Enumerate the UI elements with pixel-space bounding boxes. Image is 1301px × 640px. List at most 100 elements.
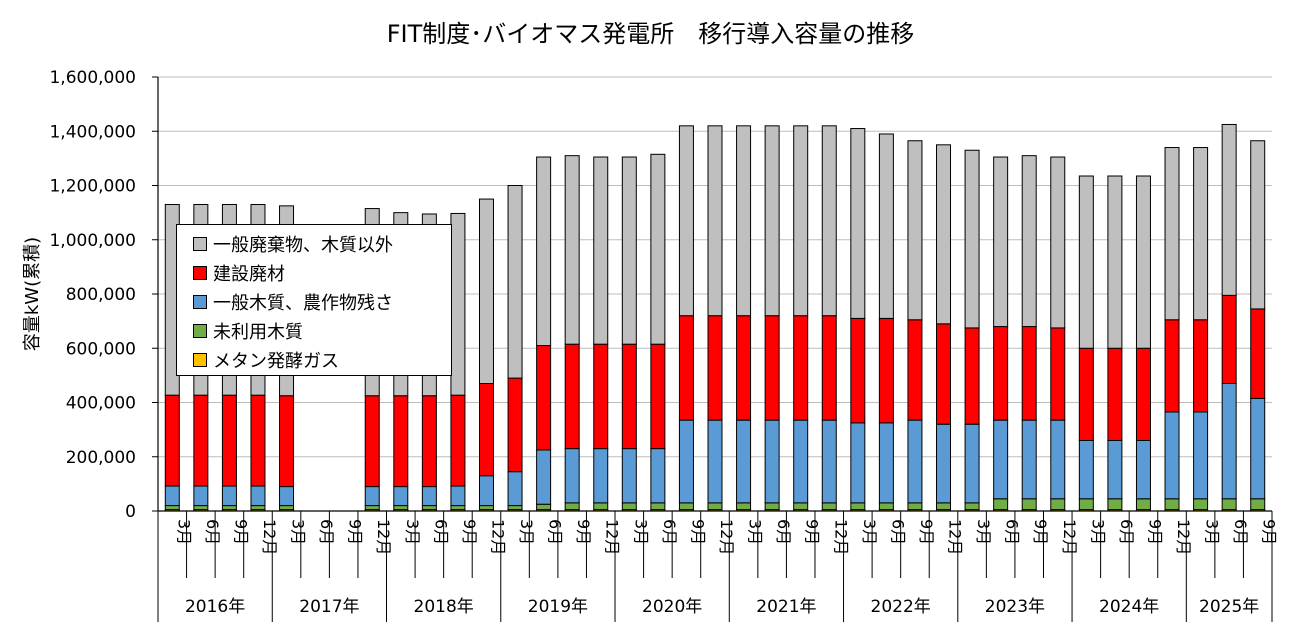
bar-segment — [736, 502, 752, 511]
y-tick-label: 400,000 — [66, 394, 136, 414]
x-tick-label: 9月 — [803, 519, 822, 545]
year-label: 2020年 — [642, 597, 702, 617]
x-tick-label: 3月 — [174, 519, 193, 545]
bar-segment — [878, 317, 894, 424]
bar-segment — [536, 156, 552, 347]
legend-label: 未利用木質 — [213, 321, 303, 343]
bar-segment — [821, 502, 837, 511]
bar-segment — [650, 343, 666, 450]
x-tick-label: 6月 — [774, 519, 793, 545]
bar-segment — [793, 502, 809, 511]
bar-segment — [1021, 498, 1037, 511]
bar-segment — [364, 486, 380, 507]
bar-segment — [993, 498, 1009, 511]
bar-segment — [221, 505, 237, 511]
bar-segment — [507, 377, 523, 473]
bar-segment — [279, 395, 295, 488]
y-tick-label: 800,000 — [66, 285, 136, 305]
legend-item: 一般木質、農作物残さ — [193, 287, 451, 316]
bar-segment — [678, 419, 694, 504]
bar-segment — [193, 505, 209, 511]
bar-segment — [907, 319, 923, 421]
bar-segment — [707, 125, 723, 317]
bar-segment — [1021, 155, 1037, 328]
bar-segment — [478, 505, 494, 511]
bar-segment — [250, 394, 266, 487]
bar-segment — [450, 505, 466, 511]
bar-segment — [821, 125, 837, 317]
bar-segment — [878, 502, 894, 511]
legend-item: 建設廃材 — [193, 258, 451, 287]
bar-segment — [1193, 411, 1209, 500]
x-tick-label: 12月 — [717, 519, 736, 555]
bar-segment — [507, 505, 523, 511]
x-tick-label: 9月 — [574, 519, 593, 545]
bar-segment — [193, 394, 209, 487]
bar-segment — [250, 485, 266, 507]
bar-segment — [393, 505, 409, 511]
bar-segment — [1164, 319, 1180, 413]
bar-segment — [678, 125, 694, 317]
bar-segment — [1250, 140, 1266, 310]
bar-segment — [536, 449, 552, 505]
bar-segment — [1221, 294, 1237, 385]
legend-label: 建設廃材 — [213, 263, 285, 285]
bar-segment — [850, 128, 866, 319]
bar-segment — [1107, 439, 1123, 500]
bar-segment — [421, 505, 437, 511]
legend-label: 一般廃棄物、木質以外 — [213, 234, 393, 256]
bar-segment — [621, 448, 637, 504]
x-tick-label: 9月 — [1031, 519, 1050, 545]
bar-segment — [878, 422, 894, 504]
bar-segment — [193, 485, 209, 507]
bar-segment — [736, 419, 752, 504]
bar-segment — [450, 212, 466, 396]
x-tick-label: 12月 — [831, 519, 850, 555]
year-label: 2025年 — [1199, 597, 1259, 617]
bar-segment — [793, 419, 809, 504]
bar-segment — [450, 485, 466, 507]
chart-legend: 一般廃棄物、木質以外 建設廃材 一般木質、農作物残さ 未利用木質 メタン発酵ガス — [176, 224, 452, 376]
bar-segment — [450, 394, 466, 487]
bar-segment — [850, 502, 866, 511]
bar-segment — [478, 383, 494, 477]
year-label: 2018年 — [414, 597, 474, 617]
bar-segment — [593, 502, 609, 511]
bar-segment — [621, 156, 637, 345]
bar-segment — [650, 448, 666, 504]
bar-segment — [593, 343, 609, 450]
x-tick-label: 6月 — [888, 519, 907, 545]
x-tick-label: 6月 — [317, 519, 336, 545]
x-tick-label: 12月 — [1060, 519, 1079, 555]
bar-segment — [764, 419, 780, 504]
bar-segment — [936, 144, 952, 325]
bar-segment — [678, 315, 694, 421]
x-tick-label: 6月 — [660, 519, 679, 545]
legend-item: 未利用木質 — [193, 316, 451, 345]
bar-segment — [707, 502, 723, 511]
bar-segment — [850, 317, 866, 424]
bar-segment — [279, 486, 295, 507]
x-tick-label: 3月 — [974, 519, 993, 545]
legend-swatch — [193, 352, 207, 367]
bar-segment — [936, 323, 952, 425]
bar-segment — [507, 185, 523, 379]
bar-segment — [936, 423, 952, 504]
bar-segment — [421, 395, 437, 488]
x-tick-label: 9月 — [346, 519, 365, 545]
bar-segment — [1107, 175, 1123, 349]
x-tick-label: 6月 — [1117, 519, 1136, 545]
bar-segment — [1078, 175, 1094, 349]
bar-segment — [1164, 411, 1180, 500]
x-tick-label: 9月 — [1145, 519, 1164, 545]
bar-segment — [478, 475, 494, 507]
bar-segment — [1021, 419, 1037, 500]
bar-segment — [764, 502, 780, 511]
x-tick-label: 12月 — [946, 519, 965, 555]
bar-segment — [564, 343, 580, 450]
bar-segment — [764, 125, 780, 317]
bar-segment — [478, 198, 494, 385]
bar-segment — [793, 315, 809, 421]
x-tick-label: 9月 — [917, 519, 936, 545]
legend-item: 一般廃棄物、木質以外 — [193, 229, 451, 258]
